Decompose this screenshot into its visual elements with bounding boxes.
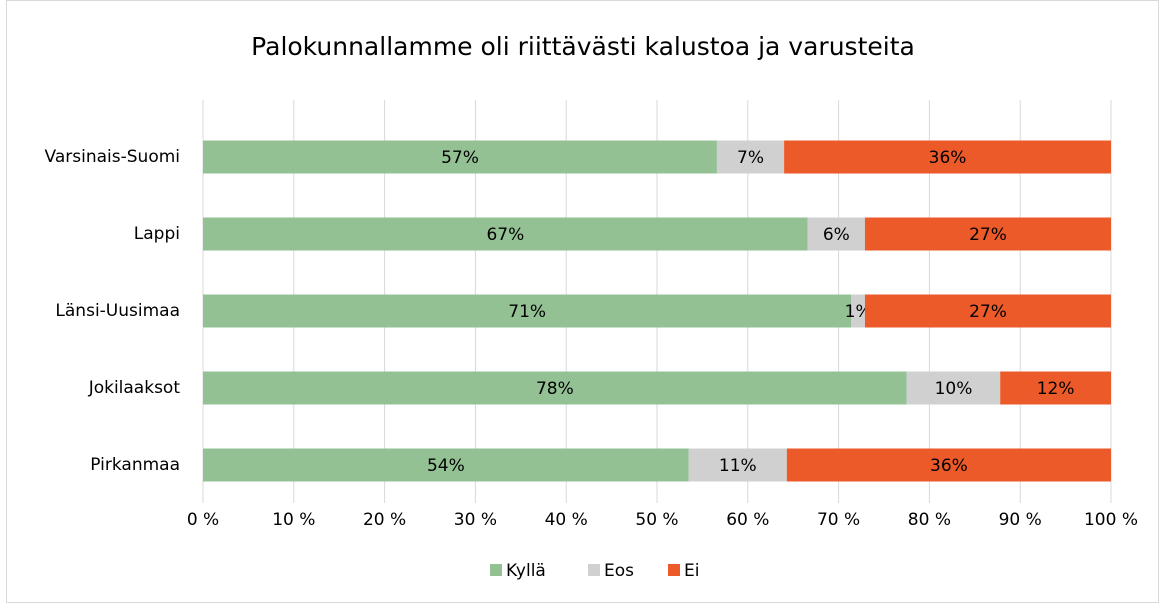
bar-segment [786, 448, 1111, 482]
legend-swatch [668, 564, 680, 576]
bar-segment [203, 371, 907, 405]
bar-segment [203, 217, 808, 251]
x-tick-label: 70 % [817, 510, 860, 530]
value-label: 27% [969, 225, 1007, 245]
value-label: 78% [536, 379, 574, 399]
bar-segment [906, 371, 1001, 405]
x-tick-label: 60 % [726, 510, 769, 530]
value-label: 36% [930, 456, 968, 476]
value-label: 7% [737, 148, 764, 168]
y-tick-label: Lappi [134, 224, 180, 244]
value-label: 1% [845, 302, 872, 322]
y-tick-label: Pirkanmaa [90, 455, 180, 475]
legend-label: Ei [684, 561, 699, 581]
legend-swatch [490, 564, 502, 576]
bar-segment [1000, 371, 1111, 405]
value-label: 11% [719, 456, 757, 476]
bar-segment [203, 294, 852, 328]
bar-segment [688, 448, 787, 482]
value-label: 12% [1037, 379, 1075, 399]
x-tick-label: 50 % [635, 510, 678, 530]
value-label: 10% [935, 379, 973, 399]
x-tick-label: 20 % [363, 510, 406, 530]
value-label: 71% [508, 302, 546, 322]
x-tick-label: 10 % [272, 510, 315, 530]
x-tick-label: 0 % [187, 510, 219, 530]
value-label: 67% [486, 225, 524, 245]
bar-segment [203, 140, 717, 174]
bar-segment [716, 140, 785, 174]
bar-segment [851, 294, 865, 328]
x-tick-label: 100 % [1084, 510, 1138, 530]
bar-segment [864, 217, 1111, 251]
value-label: 57% [441, 148, 479, 168]
value-label: 54% [427, 456, 465, 476]
bar-segment [784, 140, 1111, 174]
value-label: 6% [823, 225, 850, 245]
x-tick-label: 30 % [454, 510, 497, 530]
chart-title: Palokunnallamme oli riittävästi kalustoa… [251, 32, 915, 61]
legend-label: Eos [604, 561, 634, 581]
bar-segment [864, 294, 1111, 328]
bar-segment [807, 217, 865, 251]
y-tick-label: Jokilaaksot [88, 378, 181, 398]
value-label: 27% [969, 302, 1007, 322]
x-tick-label: 80 % [908, 510, 951, 530]
value-label: 36% [929, 148, 967, 168]
y-tick-label: Länsi-Uusimaa [55, 301, 180, 321]
x-tick-label: 40 % [545, 510, 588, 530]
legend-swatch [588, 564, 600, 576]
x-tick-label: 90 % [999, 510, 1042, 530]
bar-segment [203, 448, 689, 482]
legend-label: Kyllä [506, 561, 546, 581]
y-tick-label: Varsinais-Suomi [45, 147, 180, 167]
